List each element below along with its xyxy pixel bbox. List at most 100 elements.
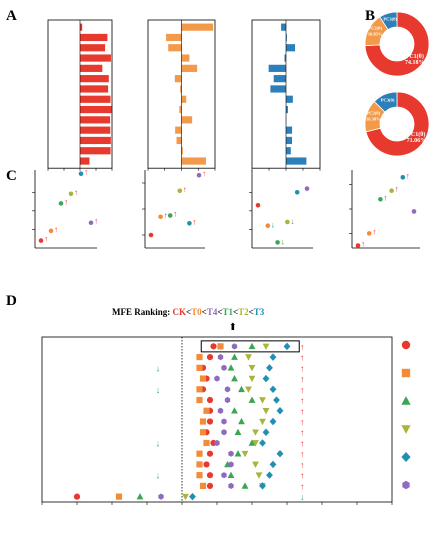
- bar-pc1: [80, 23, 83, 31]
- panel-letter-a: A: [6, 8, 17, 24]
- data-point-t3: [259, 482, 266, 490]
- down-arrow-icon: ↓: [156, 385, 161, 395]
- data-point-t3: [262, 428, 270, 436]
- data-point-t1: [248, 342, 256, 350]
- bar-pc1: [80, 157, 90, 165]
- data-point-t4: [158, 493, 164, 500]
- mfe-ranking: MFE Ranking: CK<T0<T4<T1<T2<T3: [112, 307, 265, 317]
- ranking-separator: <: [202, 307, 207, 317]
- data-point-t1: [234, 428, 242, 436]
- score-point: [255, 202, 261, 208]
- data-point-t4: [217, 407, 224, 414]
- data-point-t0: [203, 439, 210, 447]
- data-point-t0: [196, 354, 203, 361]
- up-arrow-icon: ↑: [84, 168, 88, 177]
- data-point-t2: [252, 461, 259, 468]
- score-point: [148, 232, 154, 238]
- bar-pc2: [175, 126, 182, 134]
- data-point-t4: [224, 396, 231, 404]
- data-point-t4: [228, 450, 234, 457]
- data-point-t3: [269, 417, 277, 426]
- panel-letter-d: D: [6, 293, 17, 309]
- up-arrow-icon: ↑: [300, 438, 305, 448]
- ranking-item-t1: T1: [222, 307, 233, 317]
- data-point-t1: [231, 407, 238, 414]
- data-point-ck: [206, 450, 214, 457]
- data-point-t3: [276, 449, 284, 458]
- data-point-t2: [248, 375, 256, 383]
- bar-pc3: [286, 126, 293, 134]
- legend-marker-t1: [401, 396, 411, 405]
- slice-label-line: PC1(θ): [407, 131, 425, 138]
- score-point: [187, 221, 192, 226]
- data-point-t1: [231, 375, 238, 382]
- data-point-ck: [206, 482, 214, 489]
- up-arrow-icon: ↑: [300, 417, 305, 427]
- score-point: [88, 220, 94, 226]
- data-point-t0: [196, 461, 203, 468]
- data-point-t4: [231, 343, 238, 350]
- data-point-t3: [266, 364, 273, 372]
- panel-letter-c: C: [6, 168, 17, 184]
- score-point: [58, 201, 64, 206]
- data-point-t1: [227, 471, 235, 478]
- bar-pc1: [80, 136, 111, 145]
- up-arrow-icon: ↑: [300, 385, 305, 395]
- score-point: [400, 175, 406, 180]
- bar-pc2: [181, 64, 198, 72]
- data-point-ck: [206, 396, 214, 404]
- legend-marker-t3: [401, 451, 411, 463]
- data-point-t1: [231, 353, 238, 360]
- data-point-ck: [206, 472, 214, 479]
- slice-label-line: 71.06%: [407, 138, 427, 144]
- score-point: [378, 196, 383, 202]
- data-point-t2: [259, 418, 266, 426]
- bar-pc1: [80, 116, 111, 124]
- bar-pc2: [181, 23, 214, 31]
- down-arrow-icon: ↓: [156, 438, 161, 448]
- data-point-ck: [210, 343, 217, 350]
- panel-a-loadings: [47, 19, 321, 171]
- panel-letter-b: B: [365, 8, 375, 24]
- down-arrow-icon: ↓: [271, 221, 275, 230]
- up-arrow-icon: ↑: [300, 481, 305, 491]
- bar-pc1: [80, 75, 109, 83]
- score-point: [196, 172, 202, 178]
- data-point-t3: [266, 471, 273, 479]
- bar-pc2: [181, 116, 193, 124]
- data-point-t0: [196, 396, 203, 404]
- bar-pc3: [286, 95, 293, 103]
- bar-pc3: [286, 44, 296, 52]
- score-point: [411, 209, 417, 214]
- bar-pc3: [284, 54, 286, 62]
- data-point-t0: [196, 472, 203, 479]
- down-arrow-icon: ↓: [156, 363, 161, 373]
- up-arrow-icon: ↑: [192, 217, 196, 226]
- bar-pc1: [80, 95, 111, 103]
- ranking-title: MFE Ranking:: [112, 307, 173, 317]
- data-point-t4: [221, 364, 227, 371]
- ranking-item-t3: T3: [254, 307, 265, 317]
- data-point-t3: [283, 342, 291, 351]
- bar-pc2: [181, 95, 187, 103]
- data-point-t1: [136, 493, 144, 500]
- up-arrow-icon: ↑: [202, 169, 206, 178]
- ranking-item-t4: T4: [207, 307, 218, 317]
- data-point-t4: [221, 418, 227, 425]
- bar-pc2: [176, 136, 182, 145]
- data-point-t2: [245, 386, 252, 393]
- bar-pc3: [286, 33, 287, 42]
- bar-pc1: [80, 105, 112, 114]
- up-arrow-icon: ↑: [94, 217, 98, 226]
- slice-label-line: PC2(θ): [367, 111, 381, 116]
- data-point-t0: [199, 429, 207, 436]
- score-point: [78, 171, 84, 177]
- score-point: [265, 223, 271, 229]
- slice-label-line: PC2(θ): [368, 26, 382, 31]
- ranking-separator: <: [233, 307, 238, 317]
- slice-label: PC1(θ) 74.18%: [405, 53, 425, 66]
- data-point-t1: [248, 396, 256, 403]
- bar-pc1: [80, 33, 108, 42]
- average-highlight-box: [200, 340, 300, 353]
- data-point-t1: [238, 417, 245, 425]
